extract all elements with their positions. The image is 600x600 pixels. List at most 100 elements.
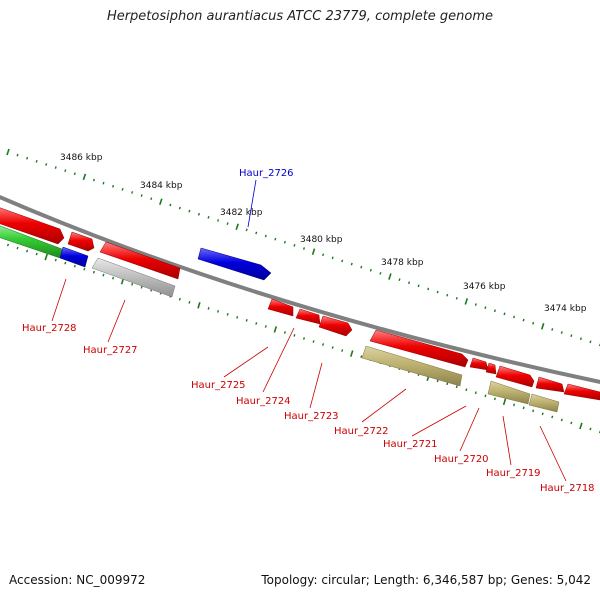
minor-tick <box>341 259 344 263</box>
gene-arrow-left-red[interactable] <box>0 206 65 245</box>
gene-label-haur-2727[interactable]: Haur_2727 <box>83 345 138 356</box>
gene-label-haur-2723[interactable]: Haur_2723 <box>284 411 339 422</box>
gene-arrow-haur-2727[interactable] <box>91 257 176 298</box>
major-tick <box>6 148 10 156</box>
minor-tick <box>322 343 325 346</box>
minor-tick <box>493 309 496 313</box>
gene-arrow-haur-2728[interactable] <box>59 246 89 268</box>
minor-tick <box>45 163 48 166</box>
gene-arrow-haur-2726[interactable] <box>197 247 272 281</box>
minor-tick <box>140 194 143 197</box>
gene-label-haur-2719[interactable]: Haur_2719 <box>486 468 541 479</box>
minor-tick <box>255 322 258 325</box>
gene-label-haur-2725[interactable]: Haur_2725 <box>191 380 246 391</box>
major-tick <box>350 350 354 357</box>
minor-tick <box>274 237 277 241</box>
minor-tick <box>150 197 153 201</box>
gene-arrow-red-d[interactable] <box>535 376 565 393</box>
gene-arrow-red-upper[interactable] <box>99 241 181 280</box>
minor-tick <box>446 293 449 297</box>
minor-tick <box>322 253 325 257</box>
scale-label: 3476 kbp <box>463 282 506 292</box>
minor-tick <box>54 258 57 262</box>
minor-tick <box>522 406 525 410</box>
minor-tick <box>532 321 535 325</box>
label-leader-lines <box>51 278 567 482</box>
gene-label-haur-2724[interactable]: Haur_2724 <box>236 396 291 407</box>
minor-tick <box>446 382 449 386</box>
minor-tick <box>427 287 430 291</box>
minor-tick <box>92 178 95 182</box>
minor-tick <box>513 403 516 407</box>
accession-text: Accession: NC_009972 <box>9 573 146 587</box>
gene-arrow-haur-2720[interactable] <box>487 380 531 405</box>
scale-label: 3482 kbp <box>220 208 263 218</box>
gene-arrow-haur-2720-b[interactable] <box>528 393 560 413</box>
minor-tick <box>570 421 573 425</box>
minor-tick <box>302 337 306 340</box>
scale-label: 3486 kbp <box>60 153 103 163</box>
minor-tick <box>331 346 334 349</box>
gene-label-haur-2721[interactable]: Haur_2721 <box>383 439 438 450</box>
minor-tick <box>436 290 439 294</box>
gene-arrow-small-red-c[interactable] <box>485 362 497 375</box>
minor-tick <box>102 181 105 185</box>
minor-tick <box>551 328 554 331</box>
major-tick <box>273 326 278 333</box>
minor-tick <box>6 243 10 247</box>
minor-tick <box>302 247 306 250</box>
gene-arrow-haur-2719[interactable] <box>495 365 535 388</box>
major-tick <box>44 253 48 261</box>
minor-tick <box>417 284 420 288</box>
minor-tick <box>264 234 267 238</box>
minor-tick <box>245 319 248 322</box>
highlight-leader-line <box>247 179 257 228</box>
major-tick <box>579 422 583 430</box>
minor-tick <box>16 246 19 250</box>
minor-tick <box>226 312 229 316</box>
gene-arrow-haur-2725[interactable] <box>267 298 294 317</box>
gene-arrow-haur-2718[interactable] <box>563 383 600 401</box>
major-tick <box>159 198 163 206</box>
minor-tick <box>73 264 76 268</box>
gene-arrow-small-red[interactable] <box>67 231 95 252</box>
gene-arrow-haur-2721[interactable] <box>369 329 469 368</box>
gene-label-haur-2728[interactable]: Haur_2728 <box>22 323 77 334</box>
minor-tick <box>178 206 181 210</box>
major-tick <box>540 323 545 330</box>
gene-label-haur-2726[interactable]: Haur_2726 <box>239 168 294 179</box>
scale-label: 3478 kbp <box>381 258 424 268</box>
minor-tick <box>312 340 315 343</box>
minor-tick <box>112 276 115 280</box>
gene-arrow-haur-2722[interactable] <box>361 345 463 387</box>
minor-tick <box>35 252 38 256</box>
minor-tick <box>474 303 477 306</box>
major-tick <box>311 248 316 255</box>
minor-tick <box>589 340 592 344</box>
minor-tick <box>188 209 191 213</box>
gene-label-haur-2722[interactable]: Haur_2722 <box>334 426 389 437</box>
scale-label: 3474 kbp <box>544 304 587 314</box>
minor-tick <box>293 334 296 337</box>
gene-arrow-haur-2723[interactable] <box>318 315 353 337</box>
minor-tick <box>255 231 258 235</box>
minor-tick <box>532 409 535 413</box>
minor-tick <box>102 273 105 277</box>
minor-tick <box>54 166 57 169</box>
major-tick <box>82 173 87 181</box>
inner-scale-ticks <box>6 243 600 434</box>
minor-tick <box>522 318 525 322</box>
minor-tick <box>398 278 401 282</box>
minor-tick <box>178 297 181 301</box>
minor-tick <box>121 187 124 191</box>
minor-tick <box>551 415 554 419</box>
minor-tick <box>455 296 458 300</box>
gene-arrow-small-red-b[interactable] <box>469 357 489 371</box>
minor-tick <box>350 262 353 266</box>
major-tick <box>388 273 392 280</box>
minor-tick <box>131 282 134 286</box>
gene-label-haur-2718[interactable]: Haur_2718 <box>540 483 595 494</box>
genome-summary-text: Topology: circular; Length: 6,346,587 bp… <box>261 573 591 587</box>
gene-label-haur-2720[interactable]: Haur_2720 <box>434 454 489 465</box>
